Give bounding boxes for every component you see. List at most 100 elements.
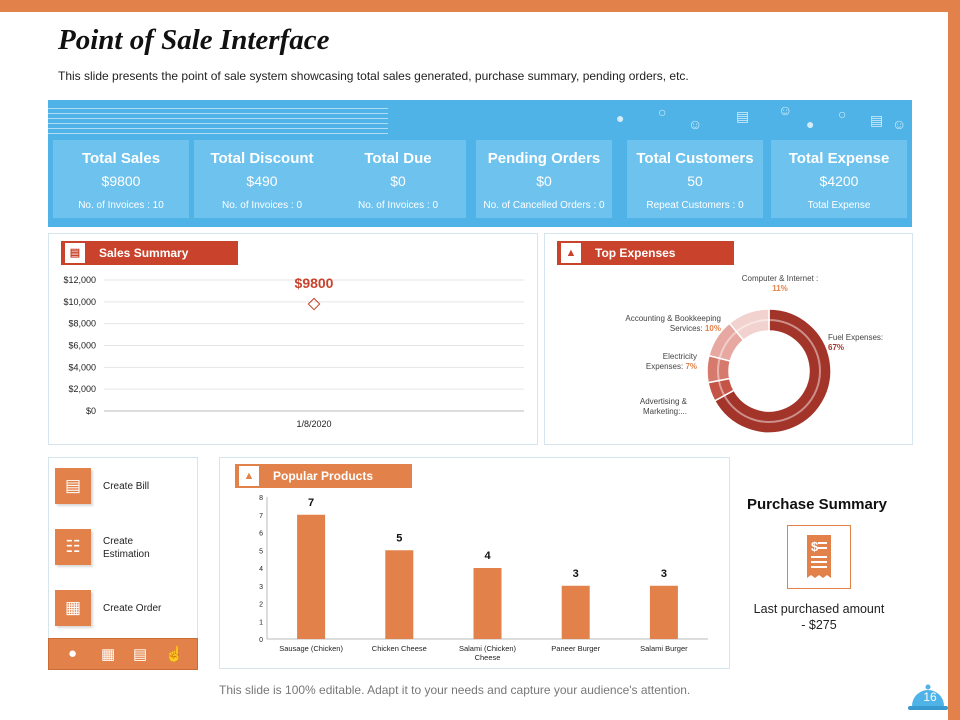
top-expenses-chart: Fuel Expenses: 67% Advertising & Marketing:… (625, 274, 883, 434)
products-data-label: 5 (396, 532, 402, 544)
expense-slice (713, 308, 832, 434)
sales-y-tick-label: $4,000 (68, 362, 96, 372)
popular-products-header-label: Popular Products (273, 469, 374, 483)
products-bar (561, 585, 590, 639)
products-x-tick-label: Sausage (Chicken) (279, 644, 343, 653)
sales-y-tick-label: $6,000 (68, 341, 96, 351)
page-title: Point of Sale Interface (58, 24, 330, 56)
products-y-tick-label: 6 (259, 531, 263, 538)
products-y-tick-label: 5 (259, 548, 263, 555)
products-data-label: 7 (308, 497, 314, 509)
page-number: 16 (923, 690, 937, 704)
kpi-subtext: Total Expense (807, 200, 871, 211)
cutlery-icon: ○ (658, 104, 667, 120)
food-tray-icon: ▲ (239, 466, 259, 486)
delivery-icon[interactable]: ▤ (133, 646, 148, 663)
banner-decorative-icons: ● ○ ☺ ▤ ☺ ● ○ ▤ ☺ (608, 102, 908, 138)
popular-products-chart: 0 1 2 3 4 5 6 7 8 7 Sausage (Chicken) 5 Chicken Chee… (259, 495, 708, 662)
expense-label: Advertising & Marketing:... (640, 397, 688, 416)
products-y-tick-label: 1 (259, 619, 263, 626)
kpi-subtext: No. of Cancelled Orders : 0 (483, 200, 605, 211)
waiter-icon: ☺ (892, 116, 907, 132)
expense-slice (728, 308, 770, 342)
products-bar (649, 585, 678, 639)
products-bar (473, 568, 502, 639)
products-y-tick-label: 0 (259, 637, 263, 644)
kpi-title: Total Discount (210, 150, 314, 167)
kpi-card-pending-orders: Pending Orders $0 No. of Cancelled Order… (476, 140, 612, 218)
popular-products-panel: ▲ Popular Products 0 1 2 3 4 5 6 7 8 7 Sausage (Ch… (219, 457, 730, 669)
group-icon: ☺ (778, 102, 793, 118)
order-icon: ▦ (55, 590, 91, 626)
kpi-title: Total Expense (788, 150, 890, 167)
receipt-icon: ▤ (65, 243, 85, 263)
kpi-card-total-discount: Total Discount $490 No. of Invoices : 0 (194, 140, 330, 218)
kpi-value: $490 (246, 173, 278, 189)
products-y-tick-label: 2 (259, 602, 263, 609)
kpi-card-total-sales: Total Sales $9800 No. of Invoices : 10 (53, 140, 189, 218)
products-data-label: 3 (661, 568, 667, 580)
top-accent-bar (0, 0, 960, 12)
kpi-title: Total Due (364, 150, 432, 167)
kpi-value: $4200 (819, 173, 859, 189)
create-bill-button[interactable]: ▤ Create Bill (55, 468, 235, 508)
kpi-subtext: Repeat Customers : 0 (646, 200, 744, 211)
kpi-value: $0 (536, 173, 552, 189)
top-expenses-header: ▲ Top Expenses (557, 241, 734, 265)
people-icon: ☺ (688, 116, 703, 132)
products-y-tick-label: 3 (259, 584, 263, 591)
touch-icon[interactable]: ☝ (165, 646, 184, 663)
products-x-tick-label: Salami Burger (640, 644, 688, 653)
products-data-label: 3 (573, 568, 579, 580)
products-y-tick-label: 8 (259, 495, 263, 502)
kpi-banner: ● ○ ☺ ▤ ☺ ● ○ ▤ ☺ Total Sales $9800 No. … (48, 100, 912, 227)
cloche-icon: ▲ (561, 243, 581, 263)
kpi-value: $0 (390, 173, 406, 189)
kpi-title: Total Customers (636, 150, 754, 167)
kpi-subtext: No. of Invoices : 10 (78, 200, 164, 211)
expense-label: Accounting & Bookkeeping Services: 10% (625, 314, 721, 333)
receipt-icon: $ (807, 535, 831, 578)
gift-icon[interactable]: ▦ (101, 646, 116, 663)
create-order-button[interactable]: ▦ Create Order (55, 590, 235, 630)
products-x-tick-label: Paneer Burger (551, 644, 600, 653)
kpi-value: 50 (687, 173, 703, 189)
kpi-card-total-customers: Total Customers 50 Repeat Customers : 0 (627, 140, 763, 218)
products-x-tick-label: Chicken Cheese (372, 644, 427, 653)
sales-data-label: $9800 (295, 275, 334, 291)
top-expenses-header-label: Top Expenses (595, 246, 676, 260)
sales-summary-panel: ▤ Sales Summary $0 $2,000 $4,000 $6,000 $8,0… (48, 233, 538, 445)
expense-inner-ring (717, 319, 821, 423)
purchase-summary-title: Purchase Summary (746, 496, 888, 513)
products-x-tick-label: Salami (Chicken) Cheese (459, 644, 517, 662)
sales-x-tick-label: 1/8/2020 (296, 419, 331, 429)
expense-label: Electricity Expenses: 7% (646, 352, 697, 371)
page-subtitle: This slide presents the point of sale sy… (58, 69, 689, 83)
side-menu: ▤ Create Bill ☷ Create Estimation ▦ Crea… (48, 457, 198, 639)
expense-label: Fuel Expenses: 67% (828, 333, 883, 352)
quick-action-bar: ● ▦ ▤ ☝ (48, 638, 198, 670)
last-purchase-text: Last purchased amount - $275 (753, 602, 885, 632)
create-order-label: Create Order (103, 603, 162, 614)
expense-label: Computer & Internet :11% (742, 274, 818, 293)
user-icon[interactable]: ● (68, 645, 78, 662)
create-estimation-button[interactable]: ☷ Create Estimation (55, 529, 235, 569)
products-bar (297, 514, 326, 639)
sales-data-point (307, 297, 321, 311)
products-y-tick-label: 4 (259, 566, 263, 573)
products-data-label: 4 (484, 550, 491, 562)
kpi-card-total-expense: Total Expense $4200 Total Expense (771, 140, 907, 218)
sales-y-tick-label: $12,000 (63, 275, 96, 285)
bell-badge-icon (908, 684, 948, 710)
sales-y-tick-label: $8,000 (68, 319, 96, 329)
receipt-icon-box: $ (787, 525, 851, 589)
estimation-icon: ☷ (55, 529, 91, 565)
sales-summary-header-label: Sales Summary (99, 246, 189, 260)
sales-y-tick-label: $10,000 (63, 297, 96, 307)
bill-icon: ▤ (55, 468, 91, 504)
sales-y-tick-label: $2,000 (68, 384, 96, 394)
svg-text:$: $ (811, 539, 819, 554)
kpi-title: Total Sales (81, 150, 161, 167)
products-y-tick-label: 7 (259, 513, 263, 520)
right-accent-bar (948, 0, 960, 720)
